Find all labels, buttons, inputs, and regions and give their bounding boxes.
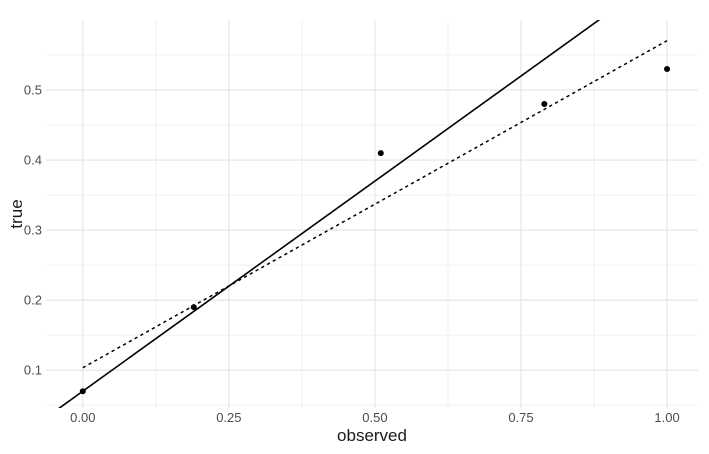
data-point	[664, 66, 671, 73]
minor-gridlines	[46, 20, 698, 408]
x-tick-label: 0.75	[508, 410, 533, 425]
x-tick-label: 1.00	[654, 410, 679, 425]
x-axis-tick-labels: 0.00 0.25 0.50 0.75 1.00	[70, 410, 680, 425]
y-axis-title: true	[7, 199, 26, 228]
solid-reference-line	[58, 20, 601, 408]
y-tick-label: 0.5	[24, 83, 42, 98]
y-tick-label: 0.3	[24, 223, 42, 238]
x-tick-label: 0.25	[216, 410, 241, 425]
trend-lines	[58, 20, 668, 408]
data-points	[79, 66, 671, 395]
y-axis-tick-labels: 0.1 0.2 0.3 0.4 0.5	[24, 83, 42, 378]
data-point	[541, 101, 548, 108]
x-tick-label: 0.50	[362, 410, 387, 425]
y-tick-label: 0.2	[24, 293, 42, 308]
data-point	[190, 304, 197, 311]
data-point	[79, 388, 86, 395]
x-tick-label: 0.00	[70, 410, 95, 425]
y-tick-label: 0.1	[24, 363, 42, 378]
data-point	[377, 150, 384, 157]
x-axis-title: observed	[337, 426, 407, 445]
y-tick-label: 0.4	[24, 153, 42, 168]
major-gridlines	[46, 20, 698, 408]
